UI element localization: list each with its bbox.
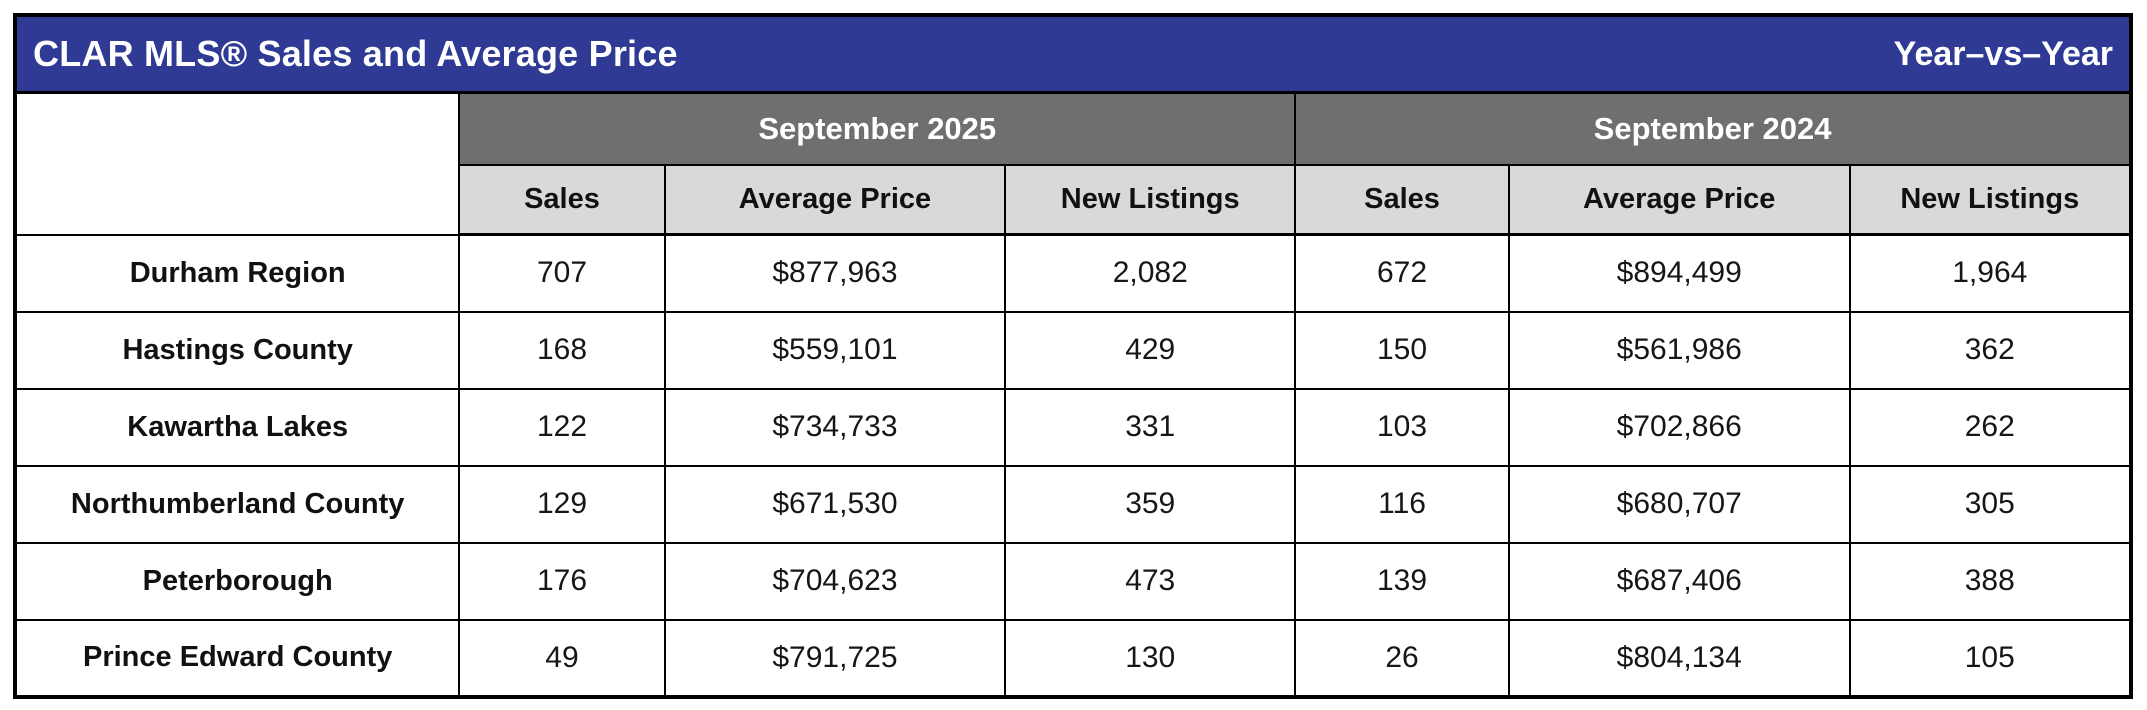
cell-s25-sales: 707 — [458, 233, 666, 313]
col-header-new-listings-2024: New Listings — [1848, 163, 2133, 236]
cell-s24-sales: 150 — [1294, 310, 1510, 390]
table-row-durham-region: Durham Region 707 $877,963 2,082 672 $89… — [13, 233, 2133, 313]
cell-s24-average-price: $687,406 — [1507, 541, 1851, 621]
table-row-peterborough: Peterborough 176 $704,623 473 139 $687,4… — [13, 541, 2133, 621]
col-header-sales-2025: Sales — [458, 163, 666, 236]
report-title: CLAR MLS® Sales and Average Price — [33, 33, 678, 74]
cell-s25-average-price: $704,623 — [663, 541, 1007, 621]
group-header-row: September 2025 September 2024 — [13, 91, 2132, 236]
region-name-cell: Peterborough — [13, 541, 461, 621]
table-row-prince-edward-county: Prince Edward County 49 $791,725 130 26 … — [13, 618, 2133, 698]
cell-s25-sales: 129 — [458, 464, 666, 544]
cell-s24-sales: 116 — [1294, 464, 1510, 544]
sub-header-row: Sales Average Price New Listings Sales A… — [15, 163, 2133, 236]
cell-s25-average-price: $559,101 — [663, 310, 1007, 390]
cell-s24-new-listings: 105 — [1848, 618, 2133, 698]
cell-s25-new-listings: 2,082 — [1004, 233, 1297, 313]
cell-s24-average-price: $894,499 — [1507, 233, 1851, 313]
cell-s25-average-price: $734,733 — [663, 387, 1007, 467]
cell-s24-new-listings: 262 — [1848, 387, 2133, 467]
cell-s24-new-listings: 305 — [1848, 464, 2133, 544]
cell-s25-sales: 168 — [458, 310, 666, 390]
region-name-cell: Durham Region — [13, 233, 461, 313]
cell-s25-average-price: $877,963 — [663, 233, 1007, 313]
cell-s24-average-price: $804,134 — [1507, 618, 1851, 698]
col-header-average-price-2025: Average Price — [663, 163, 1007, 236]
report-frame: CLAR MLS® Sales and Average Price Year–v… — [13, 13, 2133, 699]
region-name-cell: Hastings County — [13, 310, 461, 390]
region-name-cell: Prince Edward County — [13, 618, 461, 698]
cell-s25-new-listings: 130 — [1004, 618, 1297, 698]
cell-s25-sales: 49 — [458, 618, 666, 698]
cell-s25-sales: 176 — [458, 541, 666, 621]
cell-s25-new-listings: 429 — [1004, 310, 1297, 390]
cell-s24-average-price: $561,986 — [1507, 310, 1851, 390]
cell-s25-average-price: $671,530 — [663, 464, 1007, 544]
cell-s25-new-listings: 331 — [1004, 387, 1297, 467]
cell-s24-sales: 139 — [1294, 541, 1510, 621]
cell-s24-average-price: $680,707 — [1507, 464, 1851, 544]
cell-s24-sales: 672 — [1294, 233, 1510, 313]
cell-s24-new-listings: 388 — [1848, 541, 2133, 621]
cell-s24-new-listings: 362 — [1848, 310, 2133, 390]
col-header-sales-2024: Sales — [1294, 163, 1510, 236]
cell-s24-sales: 26 — [1294, 618, 1510, 698]
table-row-northumberland-county: Northumberland County 129 $671,530 359 1… — [13, 464, 2133, 544]
year-vs-year-label: Year–vs–Year — [1893, 34, 2113, 73]
title-bar-cell: CLAR MLS® Sales and Average Price Year–v… — [14, 14, 2132, 94]
region-name-cell: Northumberland County — [13, 464, 461, 544]
cell-s25-new-listings: 473 — [1004, 541, 1297, 621]
group-header-september-2024: September 2024 — [1294, 91, 2132, 166]
group-header-september-2025: September 2025 — [458, 91, 1297, 166]
col-header-new-listings-2025: New Listings — [1004, 163, 1297, 236]
title-bar: CLAR MLS® Sales and Average Price Year–v… — [14, 14, 2132, 94]
corner-cell — [13, 91, 461, 236]
sales-table: CLAR MLS® Sales and Average Price Year–v… — [13, 13, 2133, 699]
table-row-hastings-county: Hastings County 168 $559,101 429 150 $56… — [13, 310, 2133, 390]
cell-s24-average-price: $702,866 — [1507, 387, 1851, 467]
cell-s24-new-listings: 1,964 — [1848, 233, 2133, 313]
cell-s25-sales: 122 — [458, 387, 666, 467]
title-bar-content: CLAR MLS® Sales and Average Price Year–v… — [17, 33, 2129, 75]
region-name-cell: Kawartha Lakes — [13, 387, 461, 467]
cell-s24-sales: 103 — [1294, 387, 1510, 467]
cell-s25-new-listings: 359 — [1004, 464, 1297, 544]
col-header-average-price-2024: Average Price — [1507, 163, 1851, 236]
cell-s25-average-price: $791,725 — [663, 618, 1007, 698]
table-row-kawartha-lakes: Kawartha Lakes 122 $734,733 331 103 $702… — [13, 387, 2133, 467]
